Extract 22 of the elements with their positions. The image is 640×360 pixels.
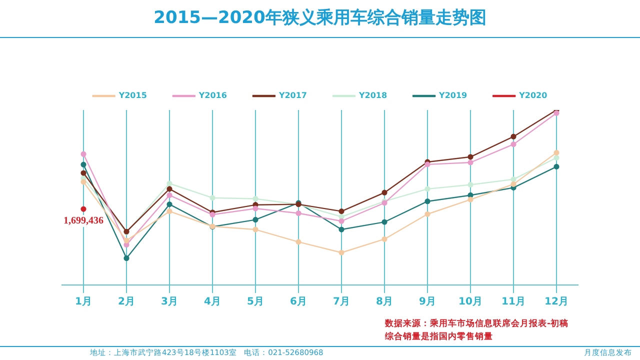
x-tick-label: 3月: [161, 296, 178, 308]
x-tick-label: 6月: [290, 296, 307, 308]
legend-label: Y2020: [518, 91, 548, 100]
x-tick-label: 8月: [376, 296, 393, 308]
legend-label: Y2016: [198, 91, 228, 100]
x-tick-label: 2月: [118, 296, 135, 308]
x-tick-label: 4月: [204, 296, 221, 308]
x-tick-label: 12月: [544, 296, 568, 308]
x-tick-label: 5月: [247, 296, 264, 308]
legend-label: Y2015: [118, 91, 148, 100]
x-tick-label: 10月: [458, 296, 482, 308]
x-tick-label: 9月: [419, 296, 436, 308]
source-note: 数据来源：乘用车市场信息联席会月报表-初稿: [385, 318, 569, 331]
x-tick-label: 1月: [75, 296, 92, 308]
legend-label: Y2019: [438, 91, 468, 100]
x-tick-label: 7月: [333, 296, 350, 308]
chart-title: 2015—2020年狭义乘用车综合销量走势图: [152, 7, 488, 29]
text: 综合销量是指国内零售销量: [385, 331, 494, 344]
legend-label: Y2018: [358, 91, 388, 100]
annotation: 1,699,436: [64, 216, 104, 227]
legend-label: Y2017: [278, 91, 308, 100]
x-tick-label: 11月: [502, 296, 526, 308]
